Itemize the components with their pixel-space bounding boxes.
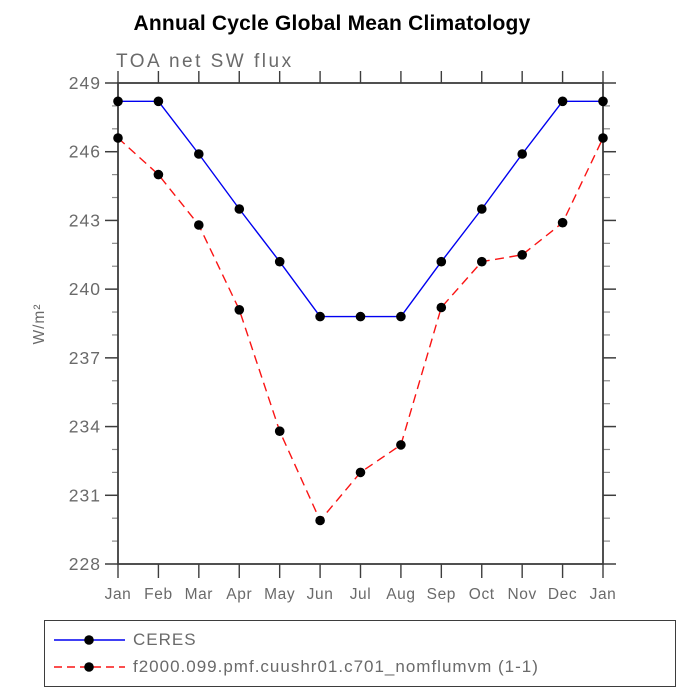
y-tick-label: 240 [69, 279, 101, 299]
x-tick-label: Dec [548, 586, 577, 603]
x-tick-label: Jun [307, 586, 334, 603]
x-tick-label: Aug [386, 586, 415, 603]
y-tick-label: 234 [69, 417, 101, 437]
data-point-marker [315, 311, 325, 322]
data-point-marker [315, 515, 325, 526]
x-tick-label: Mar [185, 586, 214, 603]
legend-line-sample-solid [54, 635, 125, 645]
chart-subtitle: TOA net SW flux [116, 51, 294, 72]
x-tick-label: Oct [469, 586, 495, 603]
data-point-marker [274, 426, 285, 437]
chart-plot-area: Annual Cycle Global Mean Climatology TOA… [31, 12, 617, 603]
data-point-marker [517, 250, 527, 260]
x-tick-label: Jan [105, 586, 132, 603]
data-point-marker [194, 149, 204, 159]
data-point-marker [598, 133, 608, 143]
x-tick-label: Jul [350, 586, 372, 603]
series-line-ceres [118, 100, 603, 318]
data-point-marker [517, 149, 527, 159]
x-tick-label: Sep [427, 586, 456, 603]
data-point-marker [598, 96, 608, 107]
x-tick-label: Apr [226, 586, 252, 603]
data-point-marker [355, 311, 366, 322]
legend-marker-dot-icon [84, 635, 94, 645]
data-point-marker [194, 220, 204, 230]
data-point-marker [113, 96, 123, 107]
data-point-marker [436, 302, 447, 313]
data-point-marker [234, 204, 245, 214]
legend-item-ceres: CERES [45, 627, 675, 654]
y-tick-label: 228 [69, 554, 101, 574]
series-line-model [117, 137, 604, 522]
y-tick-label: 246 [69, 142, 101, 162]
legend-line-sample-dashed [54, 662, 125, 672]
x-tick-label: Nov [507, 586, 536, 603]
axis-ticks [105, 71, 616, 578]
plot-frame [117, 82, 604, 565]
data-point-marker [396, 311, 406, 322]
data-point-marker [436, 256, 447, 267]
axis-tick-labels: Jan Feb Mar Apr May Jun Jul Aug Sep Oct Nov Dec Jan2… [69, 73, 617, 603]
y-tick-label: 237 [69, 348, 101, 368]
legend-item-model: f2000.099.pmf.cuushr01.c701_nomflumvm (1… [45, 654, 675, 681]
data-point-marker [557, 217, 568, 228]
data-series [113, 96, 608, 526]
data-point-marker [557, 96, 568, 107]
legend: CERES f2000.099.pmf.cuushr01.c701_nomflu… [44, 620, 676, 687]
legend-marker-dot-icon [84, 662, 94, 672]
data-point-marker [234, 305, 245, 315]
data-point-marker [477, 204, 487, 214]
data-point-marker [477, 256, 487, 267]
data-point-marker [153, 96, 164, 107]
data-point-marker [355, 467, 366, 478]
y-tick-label: 231 [69, 485, 101, 505]
data-point-marker [113, 133, 123, 143]
y-tick-label: 249 [69, 73, 101, 93]
x-tick-label: Feb [144, 586, 173, 603]
x-tick-label: Jan [590, 586, 617, 603]
y-axis-label: W/m² [31, 303, 48, 344]
data-point-marker [396, 440, 406, 450]
legend-label-ceres: CERES [133, 630, 197, 649]
data-point-marker [153, 169, 164, 180]
data-point-marker [274, 256, 285, 267]
chart-title: Annual Cycle Global Mean Climatology [134, 12, 531, 35]
legend-label-model: f2000.099.pmf.cuushr01.c701_nomflumvm (1… [133, 657, 539, 676]
y-tick-label: 243 [69, 210, 101, 230]
x-tick-label: May [264, 586, 295, 603]
